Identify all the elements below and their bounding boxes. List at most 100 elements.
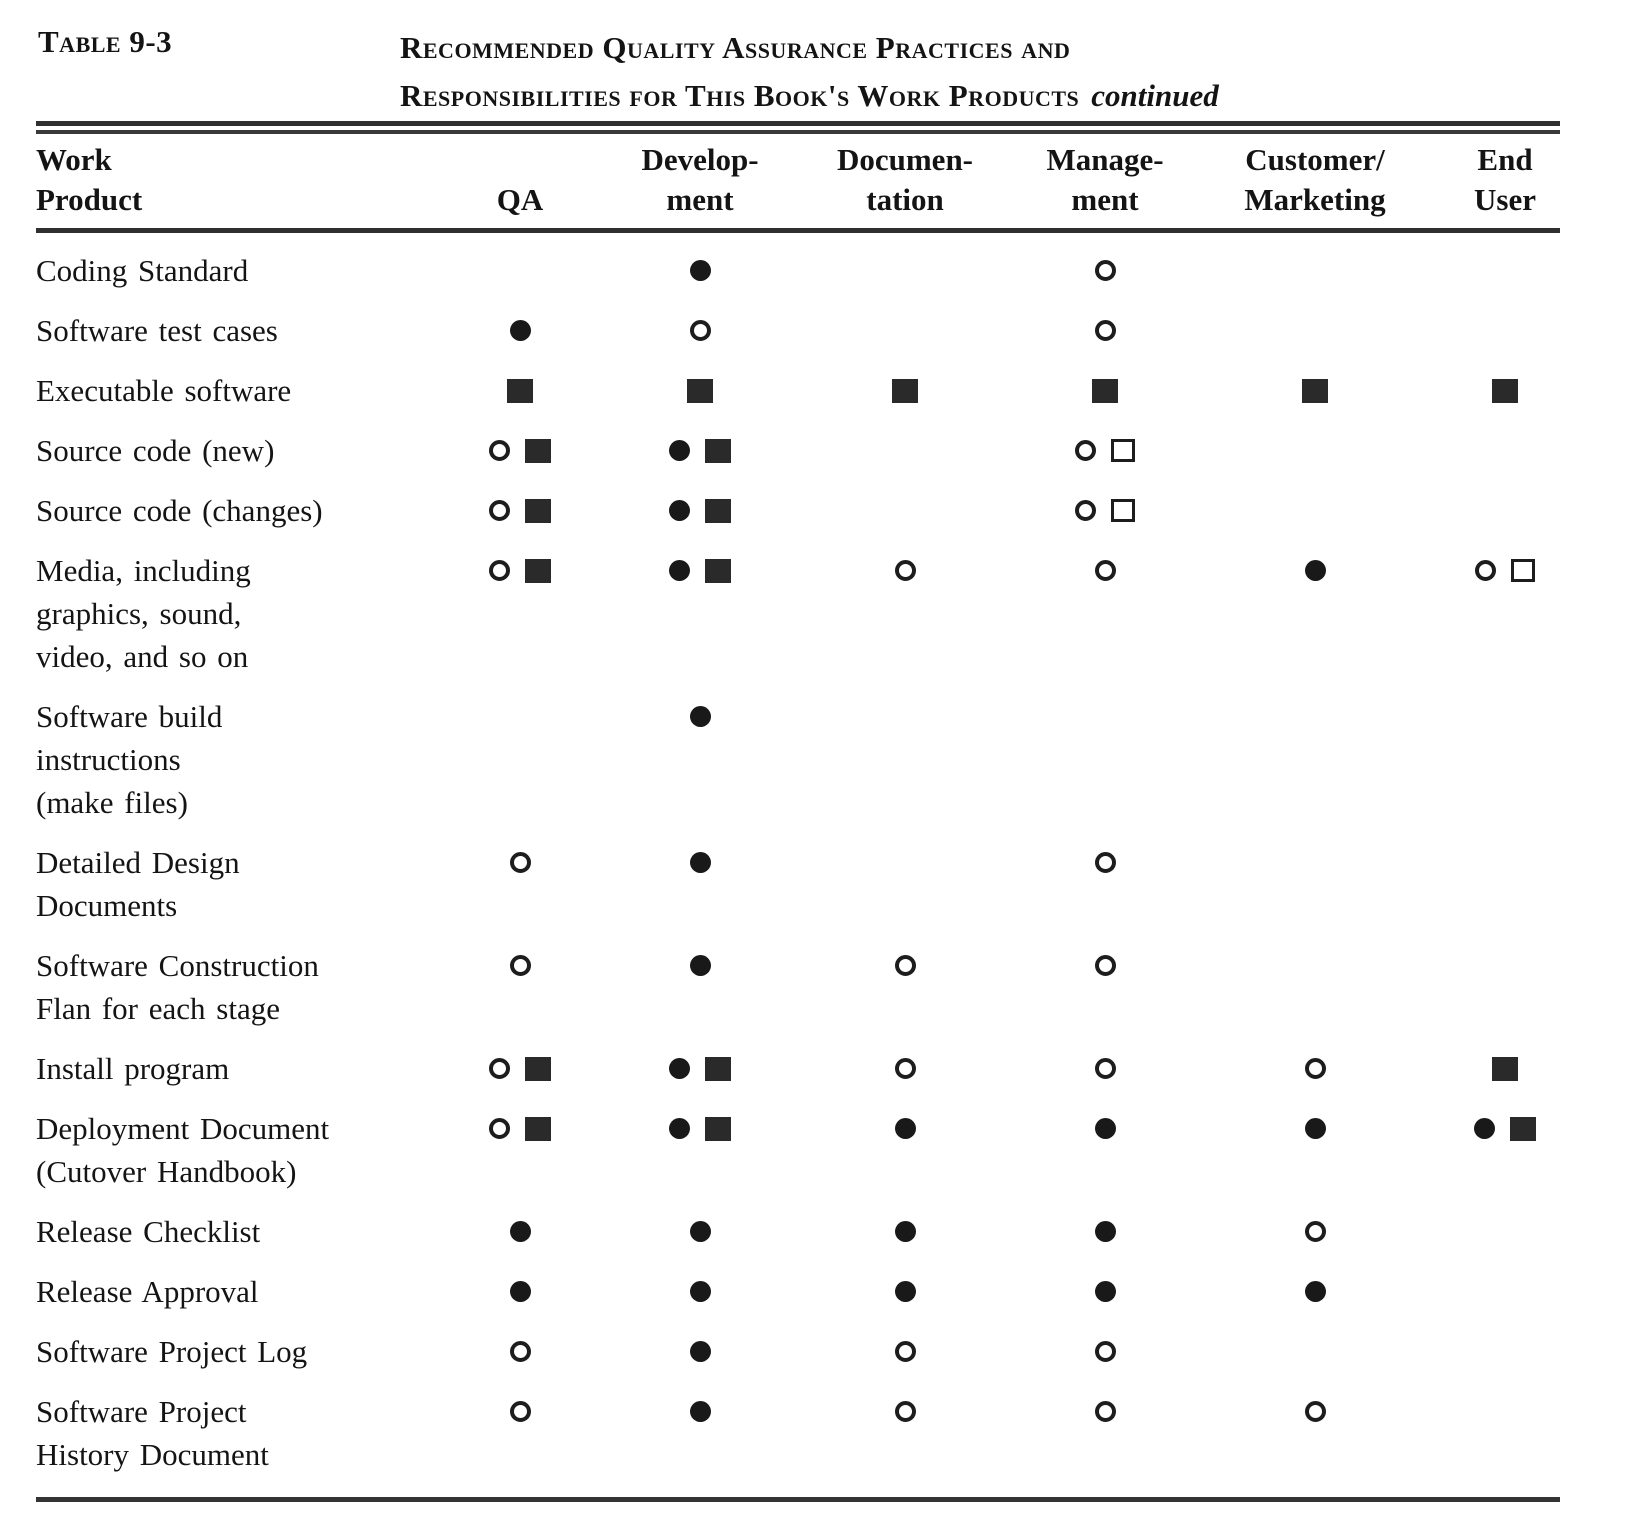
filled-square-icon [507, 378, 533, 403]
customer-marketing-cell [1210, 489, 1420, 532]
filled-circle-icon [509, 320, 531, 341]
table-row: Software build instructions (make files) [36, 695, 1642, 841]
column-header-development: Develop- ment [590, 140, 810, 220]
qa-cell [450, 1390, 590, 1433]
table-title: Recommended Quality Assurance Practices … [400, 24, 1602, 120]
table-row: Media, including graphics, sound, video, a… [36, 549, 1642, 695]
table-row: Source code (changes) [36, 489, 1642, 549]
work-product-label: Release Checklist [36, 1210, 450, 1253]
qa-cell [450, 695, 590, 738]
table-title-continued: continued [1091, 78, 1219, 113]
filled-circle-icon [689, 706, 711, 727]
open-circle-icon [1094, 260, 1116, 281]
header-line: tation [866, 182, 944, 217]
customer-marketing-cell [1210, 695, 1420, 738]
open-circle-icon [1094, 1401, 1116, 1422]
open-circle-icon [489, 1118, 510, 1139]
work-product-label-line: instructions [36, 742, 181, 777]
open-circle-icon [1304, 1401, 1326, 1422]
filled-circle-icon [689, 955, 711, 976]
development-cell [590, 549, 810, 592]
end-user-cell [1420, 489, 1590, 532]
qa-cell [450, 1107, 590, 1150]
qa-cell [450, 841, 590, 884]
development-cell [590, 1390, 810, 1433]
management-cell [1000, 369, 1210, 412]
open-square-icon [1111, 439, 1135, 462]
open-circle-icon [489, 440, 510, 461]
documentation-cell [810, 1270, 1000, 1313]
management-cell [1000, 249, 1210, 292]
filled-circle-icon [689, 260, 711, 281]
work-product-label-line: Release Approval [36, 1274, 259, 1309]
end-user-cell [1420, 1270, 1590, 1313]
customer-marketing-cell [1210, 309, 1420, 352]
table-row: Source code (new) [36, 429, 1642, 489]
header-line: Customer/ [1245, 142, 1385, 177]
filled-square-icon [525, 498, 551, 523]
management-cell [1000, 549, 1210, 592]
column-header-end-user: End User [1420, 140, 1590, 220]
header-line: Product [36, 182, 143, 217]
open-circle-icon [509, 1341, 531, 1362]
work-product-label-line: Executable software [36, 373, 292, 408]
work-product-label-line: History Document [36, 1437, 269, 1472]
qa-cell [450, 944, 590, 987]
filled-circle-icon [669, 440, 690, 461]
development-cell [590, 249, 810, 292]
work-product-label: Software Project Log [36, 1330, 450, 1373]
filled-circle-icon [1304, 1118, 1326, 1139]
filled-circle-icon [689, 1221, 711, 1242]
qa-cell [450, 549, 590, 592]
filled-square-icon [1092, 378, 1118, 403]
filled-square-icon [1302, 378, 1328, 403]
table-top-rule [36, 121, 1560, 134]
work-product-label-line: Detailed Design [36, 845, 240, 880]
end-user-cell [1420, 309, 1590, 352]
customer-marketing-cell [1210, 1270, 1420, 1313]
open-circle-icon [509, 1401, 531, 1422]
customer-marketing-cell [1210, 1047, 1420, 1090]
work-product-label: Coding Standard [36, 249, 450, 292]
documentation-cell [810, 369, 1000, 412]
work-product-label-line: Software build [36, 699, 223, 734]
qa-cell [450, 489, 590, 532]
management-cell [1000, 695, 1210, 738]
filled-circle-icon [669, 1118, 690, 1139]
end-user-cell [1420, 549, 1590, 592]
work-product-label: Detailed Design Documents [36, 841, 450, 927]
column-header-work-product: Work Product [36, 140, 450, 220]
filled-square-icon [705, 498, 731, 523]
documentation-cell [810, 1210, 1000, 1253]
open-circle-icon [1094, 320, 1116, 341]
customer-marketing-cell [1210, 1210, 1420, 1253]
table-title-line2-text: Responsibilities for This Book's Work Pr… [400, 78, 1080, 113]
management-cell [1000, 841, 1210, 884]
qa-cell [450, 249, 590, 292]
table-number-label: Table 9-3 [38, 24, 173, 59]
management-cell [1000, 944, 1210, 987]
end-user-cell [1420, 369, 1590, 412]
table-row: Coding Standard [36, 249, 1642, 309]
work-product-label-line: Source code (changes) [36, 493, 323, 528]
header-line: QA [496, 182, 544, 217]
header-line: User [1474, 182, 1536, 217]
table-row: Detailed Design Documents [36, 841, 1642, 944]
header-line: ment [666, 182, 734, 217]
open-circle-icon [894, 1401, 916, 1422]
filled-square-icon [687, 378, 713, 403]
work-product-label-line: Install program [36, 1051, 230, 1086]
filled-square-icon [525, 558, 551, 583]
filled-square-icon [705, 1116, 731, 1141]
end-user-cell [1420, 841, 1590, 884]
filled-circle-icon [894, 1281, 916, 1302]
end-user-cell [1420, 944, 1590, 987]
qa-cell [450, 1330, 590, 1373]
table-row: Software test cases [36, 309, 1642, 369]
filled-circle-icon [689, 1401, 711, 1422]
open-circle-icon [1094, 1341, 1116, 1362]
header-line: Manage- [1046, 142, 1164, 177]
open-circle-icon [1094, 1058, 1116, 1079]
management-cell [1000, 1107, 1210, 1150]
